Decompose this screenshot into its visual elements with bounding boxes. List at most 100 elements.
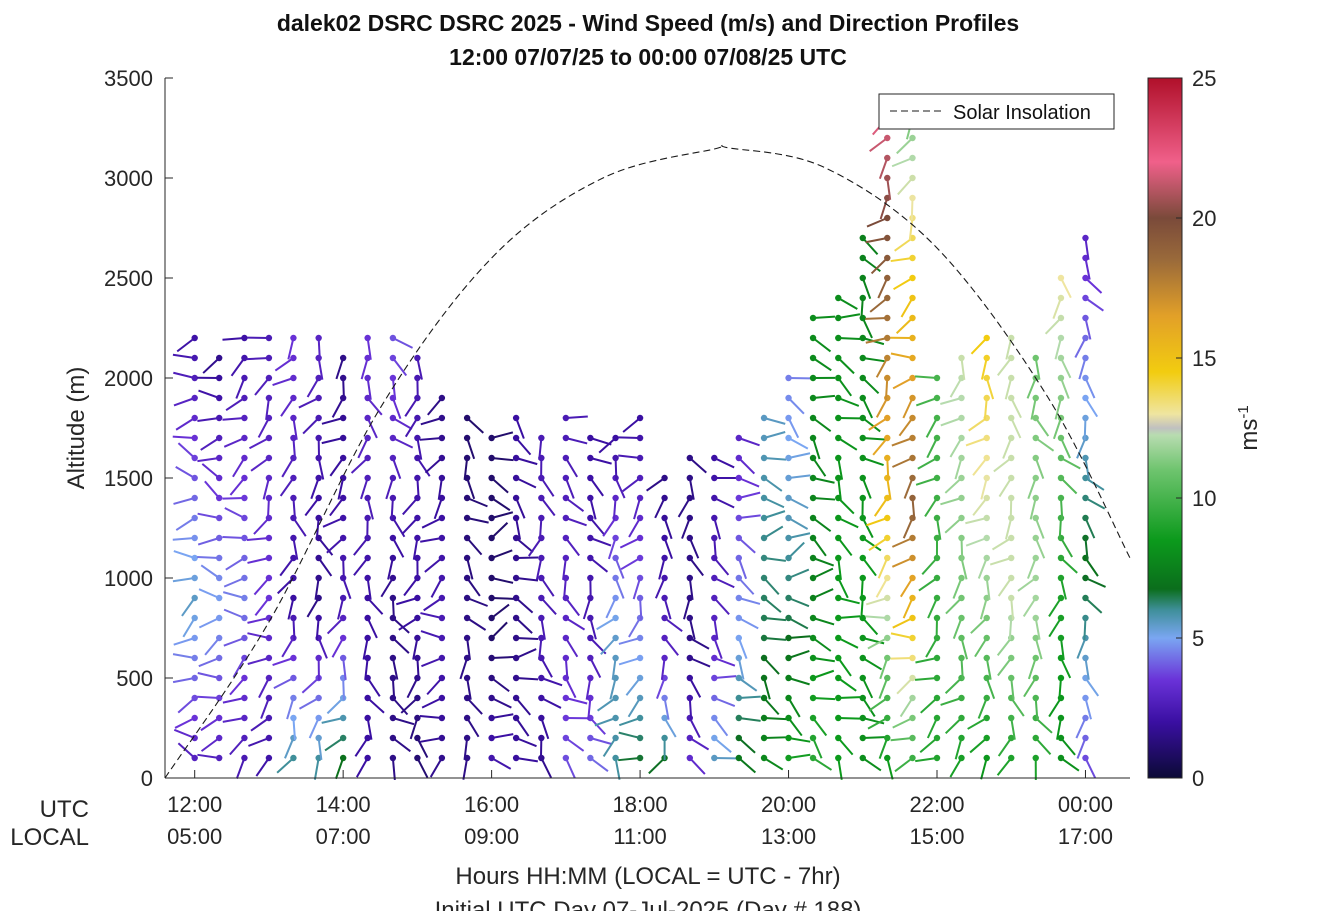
wind-barb-dot — [1008, 754, 1015, 762]
wind-barb-shaft — [663, 517, 673, 540]
wind-barb — [463, 634, 471, 660]
wind-barb-dot — [215, 394, 223, 402]
wind-barb — [265, 494, 273, 521]
wind-barb-shaft — [879, 197, 889, 220]
wind-barb-shaft — [222, 535, 245, 539]
wind-barb-dot — [884, 754, 891, 762]
wind-barb — [1057, 354, 1072, 379]
wind-barb-dot — [290, 494, 297, 502]
wind-barb-shaft — [997, 577, 1013, 597]
wind-barb — [945, 594, 965, 615]
wind-barb-shaft — [1035, 717, 1053, 734]
wind-barb — [760, 654, 780, 675]
wind-barb-shaft — [322, 517, 344, 528]
wind-barb — [915, 394, 941, 407]
wind-barb-dot — [562, 754, 570, 762]
y-tick-label: 3500 — [104, 66, 153, 91]
wind-barb — [859, 414, 881, 433]
wind-barb-shaft — [1023, 677, 1037, 698]
wind-barb — [173, 371, 198, 382]
wind-barb-shaft — [565, 737, 585, 752]
wind-barb-shaft — [491, 431, 514, 439]
wind-barb-dot — [512, 754, 520, 762]
wind-barb-shaft — [466, 717, 480, 738]
wind-barb — [686, 614, 696, 640]
wind-barb-shaft — [1026, 377, 1037, 399]
wind-barb-shaft — [618, 717, 641, 727]
wind-barb-shaft — [902, 597, 914, 619]
wind-barb — [711, 754, 737, 762]
wind-barb-dot — [711, 574, 718, 582]
wind-barb-dot — [265, 354, 273, 362]
wind-barb-dot — [315, 334, 322, 342]
wind-barb-shaft — [812, 557, 835, 567]
wind-barb-shaft — [466, 417, 484, 434]
wind-barb-dot — [983, 674, 990, 682]
wind-barb-shaft — [392, 617, 410, 634]
wind-barb-shaft — [589, 517, 606, 536]
wind-barb — [914, 674, 941, 682]
wind-barb-dot — [215, 354, 223, 362]
wind-barb-dot — [809, 734, 817, 742]
wind-barb-dot — [488, 614, 495, 622]
wind-barb-shaft — [713, 717, 729, 737]
wind-barb-dot — [290, 474, 297, 482]
wind-barb — [1082, 674, 1100, 697]
wind-barb-shaft — [639, 597, 643, 621]
y-tick-label: 500 — [116, 666, 153, 691]
wind-barb-dot — [958, 614, 965, 622]
wind-barb-shaft — [1035, 437, 1055, 452]
wind-barb — [488, 474, 509, 494]
wind-barb-dot — [241, 594, 248, 602]
wind-barb-dot — [884, 574, 891, 582]
wind-barb — [1078, 354, 1089, 380]
wind-barb-shaft — [618, 657, 641, 666]
wind-barb-shaft — [688, 577, 694, 600]
wind-barb-shaft — [1058, 677, 1062, 701]
wind-barb-shaft — [713, 737, 732, 753]
wind-barb-shaft — [868, 697, 888, 712]
wind-barb — [870, 254, 891, 275]
wind-barb-shaft — [257, 417, 270, 438]
wind-barb — [681, 514, 694, 539]
wind-barb-shaft — [175, 517, 196, 531]
wind-barb-shaft — [875, 397, 889, 418]
wind-barb — [735, 614, 759, 630]
wind-barb-dot — [562, 434, 570, 442]
wind-barb — [488, 522, 509, 542]
wind-barb-dot — [1082, 514, 1089, 522]
wind-barb-shaft — [812, 657, 835, 663]
wind-barb-shaft — [1026, 557, 1037, 579]
wind-barb-shaft — [860, 577, 864, 601]
wind-barb-shaft — [324, 737, 344, 752]
wind-barb-dot — [760, 514, 768, 522]
wind-barb-shaft — [229, 737, 246, 756]
wind-barb — [785, 452, 811, 462]
wind-barb — [809, 754, 833, 771]
wind-barb-shaft — [392, 417, 413, 430]
wind-barb — [488, 621, 508, 642]
wind-barb — [437, 474, 446, 500]
wind-barb-dot — [884, 354, 891, 362]
wind-barb-dot — [315, 494, 322, 502]
wind-barb-dot — [983, 374, 990, 382]
wind-barb-shaft — [944, 677, 963, 694]
wind-barb-dot — [859, 414, 866, 422]
wind-barb-shaft — [317, 457, 325, 480]
wind-barb — [878, 154, 891, 180]
wind-barb — [364, 514, 371, 541]
wind-barb-dot — [438, 594, 446, 602]
x-axis-ticks: 12:0005:0014:0007:0016:0009:0018:0011:00… — [167, 770, 1113, 849]
wind-barb — [538, 594, 557, 616]
wind-barb-shaft — [920, 697, 938, 714]
wind-barb-dot — [686, 734, 694, 742]
wind-barb-shaft — [429, 757, 443, 778]
wind-barb-dot — [809, 714, 817, 722]
wind-barb — [364, 714, 373, 740]
wind-barb — [197, 414, 223, 423]
wind-barb — [868, 694, 891, 712]
wind-barb — [247, 654, 273, 665]
wind-barb-dot — [983, 434, 990, 442]
wind-barb-shaft — [921, 557, 938, 575]
wind-barb-shaft — [589, 497, 597, 520]
